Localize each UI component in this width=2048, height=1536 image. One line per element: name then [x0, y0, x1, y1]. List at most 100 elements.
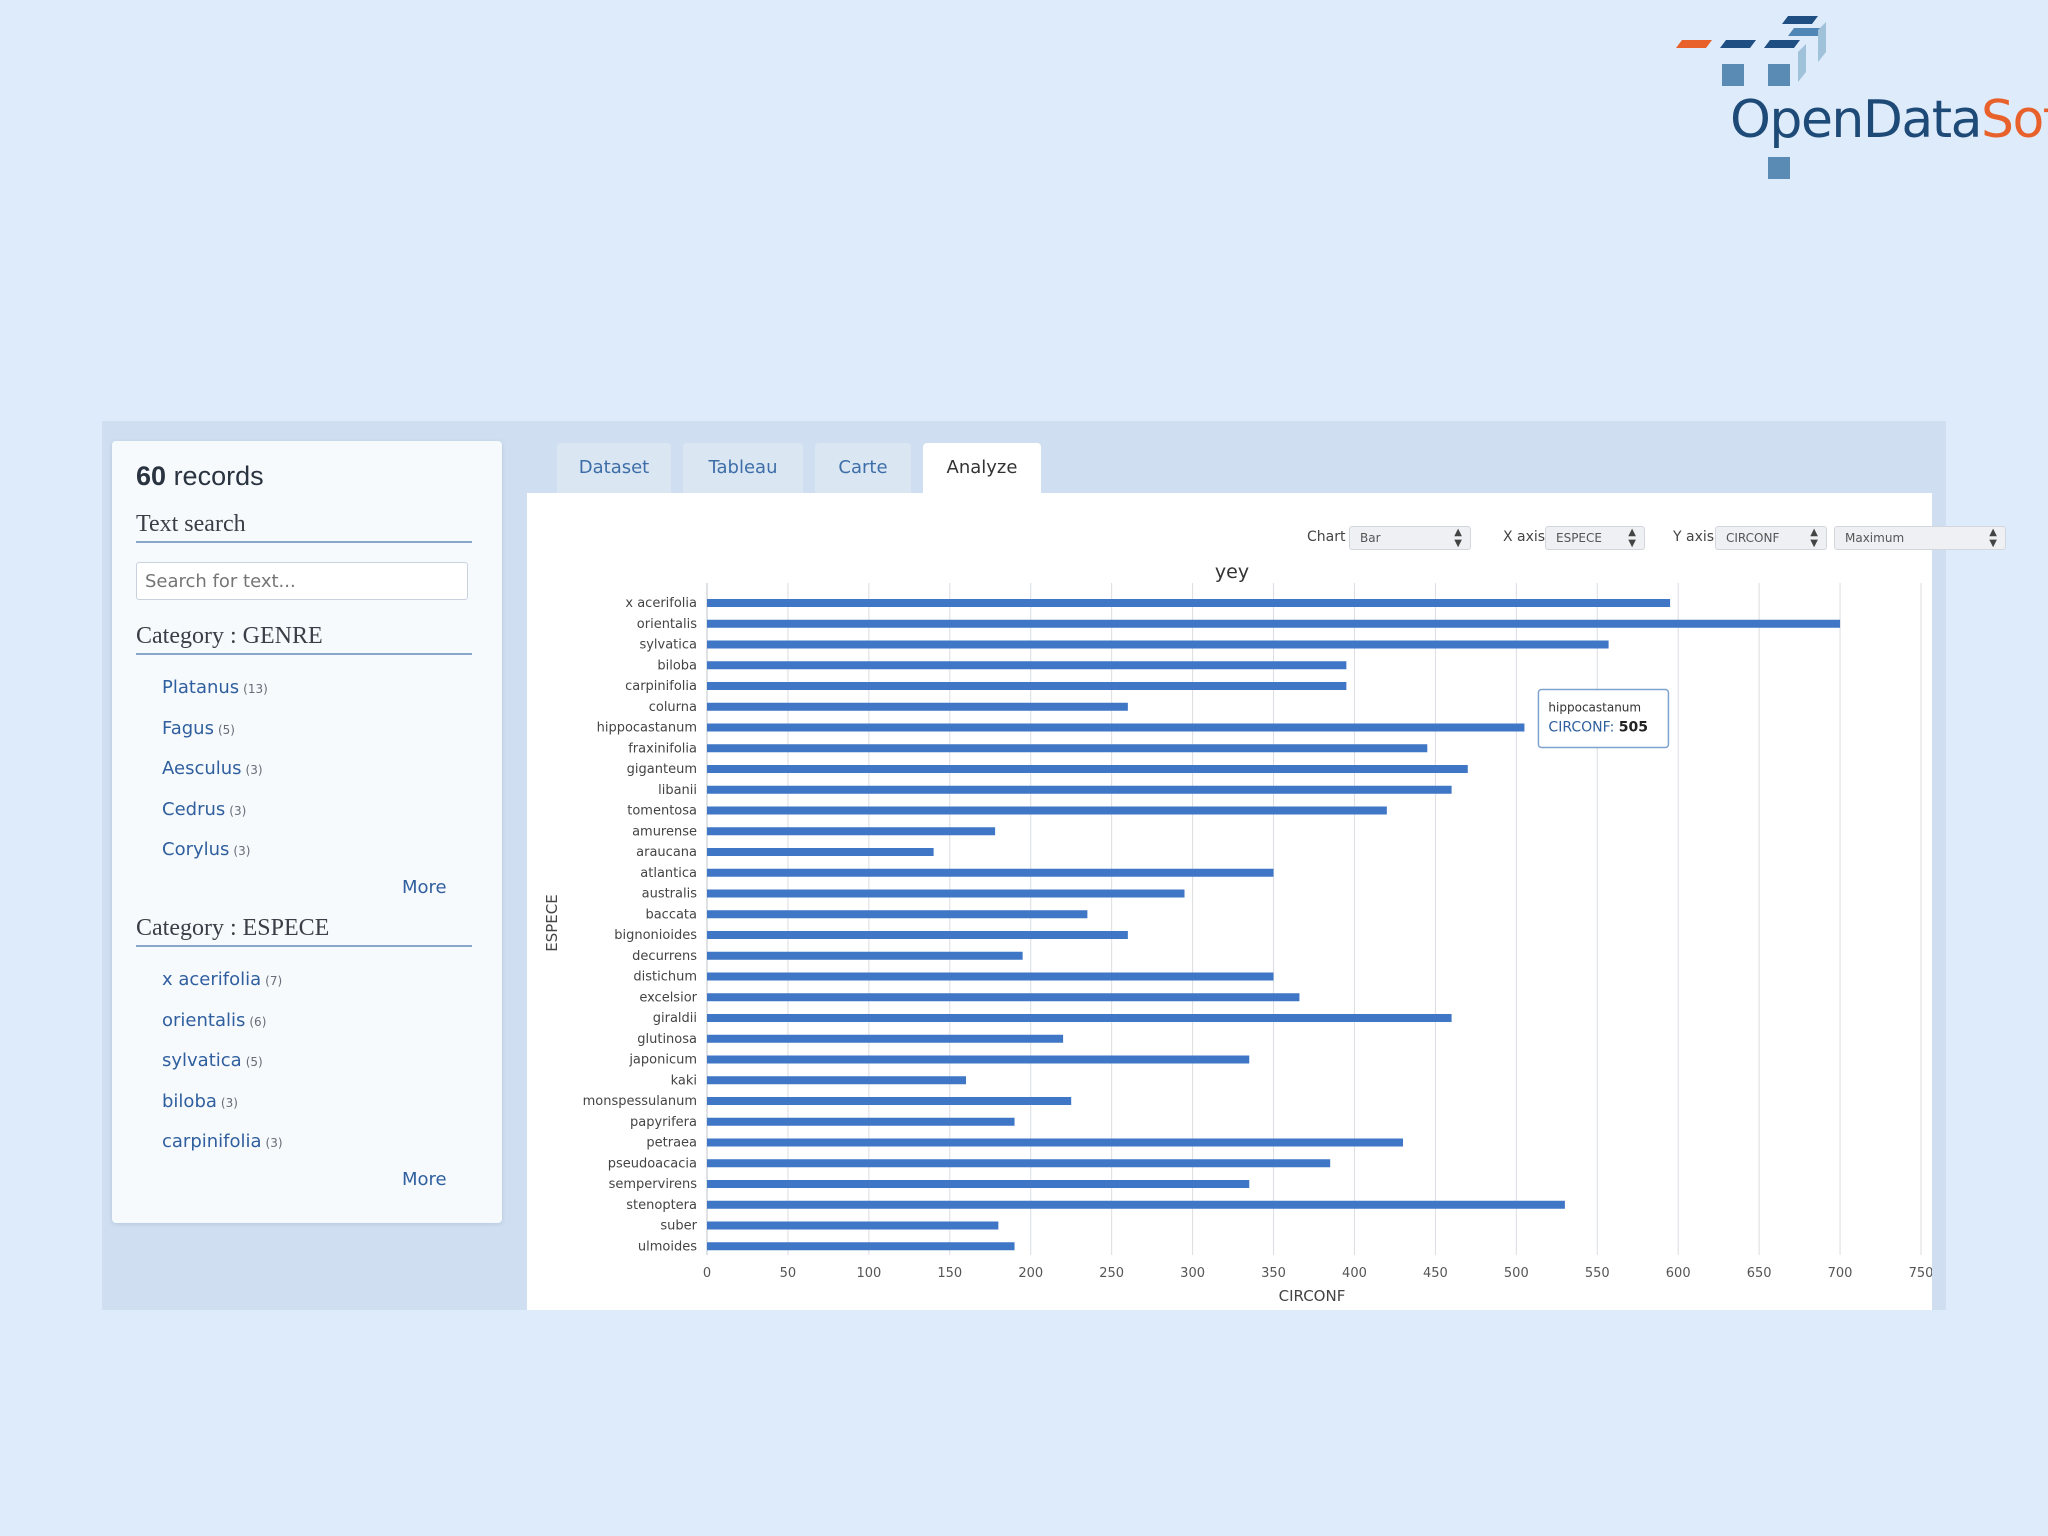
search-input[interactable]	[136, 562, 468, 600]
y-tick-label: x acerifolia	[625, 596, 697, 611]
y-tick-label: sempervirens	[609, 1177, 698, 1192]
y-tick-label: baccata	[645, 907, 697, 922]
chart-type-select[interactable]: Bar ▲ ▼	[1349, 526, 1471, 550]
bar	[707, 868, 1274, 877]
x-axis-select[interactable]: ESPECE ▲ ▼	[1545, 526, 1645, 550]
espece-item[interactable]: carpinifolia (3)	[162, 1131, 283, 1152]
y-tick-label: tomentosa	[627, 804, 697, 819]
bar	[707, 1097, 1072, 1105]
bar	[707, 1180, 1250, 1188]
x-tick-label: 500	[1504, 1266, 1529, 1281]
y-tick-label: ulmoides	[638, 1239, 697, 1254]
y-tick-label: papyrifera	[630, 1115, 697, 1130]
bar	[707, 806, 1387, 815]
genre-item[interactable]: Fagus (5)	[162, 717, 235, 739]
bar	[707, 1014, 1452, 1022]
y-tick-label: orientalis	[637, 617, 697, 632]
bar	[707, 723, 1525, 732]
y-tick-label: hippocastanum	[597, 721, 697, 736]
espece-item[interactable]: x acerifolia (7)	[162, 969, 283, 990]
y-tick-label: araucana	[636, 845, 697, 860]
tooltip-value-line: CIRCONF: 505	[1548, 720, 1648, 736]
x-tick-label: 50	[780, 1266, 797, 1281]
y-tick-label: suber	[660, 1219, 697, 1234]
bar	[707, 744, 1428, 753]
genre-list: Platanus (13) Fagus (5) Aesculus (3) Cedrus…	[162, 677, 268, 880]
bar	[707, 931, 1128, 939]
y-tick-label: australis	[642, 887, 698, 902]
select-arrows-icon: ▲ ▼	[1454, 527, 1462, 549]
espece-item[interactable]: biloba (3)	[162, 1090, 238, 1112]
genre-item[interactable]: Corylus (3)	[162, 839, 251, 860]
y-tick-label: carpinifolia	[625, 679, 697, 694]
tooltip-category: hippocastanum	[1548, 701, 1641, 715]
y-axis-label: Y axis	[1673, 529, 1715, 545]
genre-more-link[interactable]: More	[402, 877, 447, 898]
espece-item[interactable]: sylvatica (5)	[162, 1050, 263, 1071]
bar	[707, 972, 1274, 981]
y-tick-label: kaki	[671, 1073, 697, 1088]
y-axis-title: ESPECE	[543, 894, 561, 951]
text-search-title: Text search	[136, 511, 472, 543]
bar	[707, 661, 1347, 670]
y-tick-label: giraldii	[653, 1011, 697, 1026]
select-arrows-icon: ▲ ▼	[1989, 527, 1997, 549]
tooltip-field: CIRCONF:	[1548, 720, 1618, 736]
chart-title: yey	[1215, 561, 1249, 583]
x-axis-title: CIRCONF	[1279, 1287, 1346, 1305]
x-tick-label: 300	[1180, 1266, 1205, 1281]
x-tick-label: 550	[1585, 1266, 1610, 1281]
y-tick-label: colurna	[649, 700, 697, 715]
tab-carte[interactable]: Carte	[815, 443, 911, 493]
y-tick-label: pseudoacacia	[608, 1156, 697, 1171]
x-tick-label: 400	[1342, 1266, 1367, 1281]
y-tick-label: distichum	[633, 970, 697, 985]
select-arrows-icon: ▲ ▼	[1810, 527, 1818, 549]
x-tick-label: 0	[703, 1266, 711, 1281]
espece-item[interactable]: orientalis (6)	[162, 1009, 267, 1031]
y-tick-label: petraea	[646, 1136, 697, 1151]
bar	[707, 1117, 1015, 1126]
filter-sidebar: 60 records Text search Category : GENRE …	[112, 441, 502, 1223]
bar	[707, 1034, 1064, 1043]
aggregation-select[interactable]: Maximum ▲ ▼	[1834, 526, 2006, 550]
x-tick-label: 600	[1666, 1266, 1691, 1281]
y-tick-label: monspessulanum	[583, 1094, 697, 1109]
x-tick-label: 350	[1261, 1266, 1286, 1281]
bar	[707, 599, 1671, 607]
espece-more-link[interactable]: More	[402, 1169, 447, 1190]
tooltip-value: 505	[1619, 720, 1648, 736]
genre-item[interactable]: Platanus (13)	[162, 677, 268, 698]
x-tick-label: 250	[1099, 1266, 1124, 1281]
record-count: 60 records	[136, 461, 264, 491]
x-tick-label: 150	[937, 1266, 962, 1281]
bar	[707, 682, 1347, 690]
tab-dataset[interactable]: Dataset	[557, 443, 671, 493]
bar	[707, 785, 1452, 794]
bar	[707, 1076, 966, 1085]
bar	[707, 765, 1468, 773]
x-tick-label: 100	[856, 1266, 881, 1281]
genre-item[interactable]: Aesculus (3)	[162, 758, 263, 779]
y-tick-label: bignonioides	[614, 928, 697, 943]
bar-chart: yey 0 50 100 150 200 250 300 350 400 450 500 550 600 6…	[543, 561, 1932, 1305]
y-tick-label: giganteum	[627, 762, 697, 777]
y-tick-label: glutinosa	[637, 1032, 697, 1047]
tooltip-box	[1537, 688, 1670, 749]
tab-analyze[interactable]: Analyze	[923, 443, 1041, 495]
bar	[707, 910, 1088, 919]
analyze-panel: Chart Bar ▲ ▼ X axis ESPECE ▲ ▼ Y axis CIRCO…	[527, 493, 2006, 1310]
bar	[707, 848, 934, 856]
genre-item[interactable]: Cedrus (3)	[162, 798, 247, 820]
y-tick-label: biloba	[657, 658, 697, 673]
genre-category-title: Category : GENRE	[136, 623, 472, 655]
y-axis-select[interactable]: CIRCONF ▲ ▼	[1715, 526, 1827, 550]
logo-wordmark: OpenDataSoft	[1730, 90, 2048, 150]
bar	[707, 827, 996, 836]
y-tick-label: japonicum	[628, 1053, 697, 1068]
bar	[707, 1159, 1331, 1168]
tab-tableau[interactable]: Tableau	[683, 443, 803, 493]
app-frame: 60 records Text search Category : GENRE …	[102, 421, 2006, 1310]
bar	[707, 889, 1185, 898]
bar	[707, 1242, 1015, 1251]
